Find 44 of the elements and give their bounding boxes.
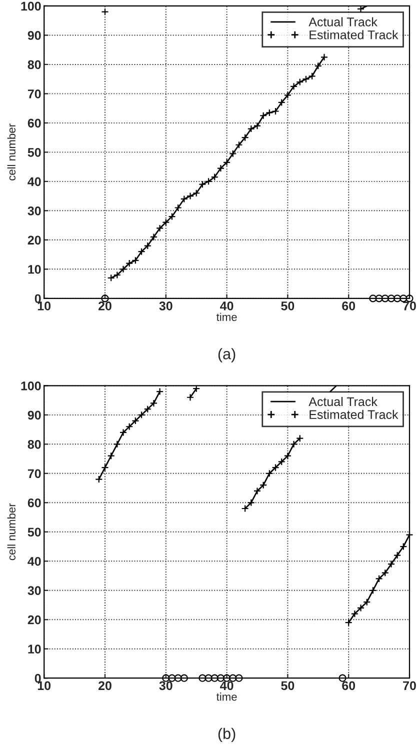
y-tick-label: 30 [28, 206, 41, 216]
y-tick-label: 90 [28, 31, 41, 40]
y-tick-label: 70 [28, 469, 41, 478]
x-tick-label: 50 [281, 681, 294, 690]
y-tick-label: 80 [28, 60, 41, 70]
y-tick-label: 60 [28, 498, 41, 508]
y-tick-label: 10 [28, 264, 41, 274]
x-tick-label: 60 [342, 302, 356, 310]
y-tick-label: 70 [28, 90, 41, 98]
x-tick-label: 20 [98, 681, 112, 690]
x-tick-label: 60 [342, 681, 356, 690]
text: (b) [218, 728, 236, 742]
y-tick-label: 80 [28, 440, 41, 449]
y-tick-label: 20 [28, 236, 41, 245]
y-tick-label: 0 [34, 674, 41, 683]
x-axis-title: time [216, 312, 237, 321]
y-tick-label: 100 [21, 381, 41, 390]
x-axis-title: time [216, 692, 237, 701]
x-tick-label: 30 [159, 681, 172, 690]
legend-label: Actual Track [308, 396, 378, 406]
y-tick-label: 50 [28, 528, 41, 537]
y-tick-label: 0 [34, 294, 41, 304]
y-tick-label: 60 [28, 118, 41, 128]
y-tick-label: 50 [28, 148, 41, 157]
y-tick-label: 20 [28, 615, 41, 624]
legend-label: Estimated Track [310, 410, 398, 420]
y-tick-label: 40 [28, 556, 41, 566]
text: (a) [218, 348, 236, 362]
x-tick-label: 50 [281, 302, 294, 310]
x-tick-label: 70 [403, 302, 416, 310]
y-axis-title: cell number [7, 503, 16, 560]
x-tick-label: 30 [159, 302, 172, 310]
y-axis-title: cell number [7, 124, 16, 180]
y-tick-label: 100 [21, 2, 41, 11]
x-tick-label: 40 [220, 302, 234, 310]
x-tick-label: 40 [220, 681, 234, 690]
y-tick-label: 40 [28, 177, 41, 186]
x-tick-label: 70 [403, 681, 416, 690]
x-tick-label: 20 [98, 302, 112, 310]
y-tick-label: 90 [28, 410, 41, 420]
legend-label: Estimated Track [310, 30, 398, 40]
y-tick-label: 10 [28, 644, 41, 654]
legend-label: Actual Track [308, 17, 378, 26]
y-tick-label: 30 [28, 586, 41, 596]
